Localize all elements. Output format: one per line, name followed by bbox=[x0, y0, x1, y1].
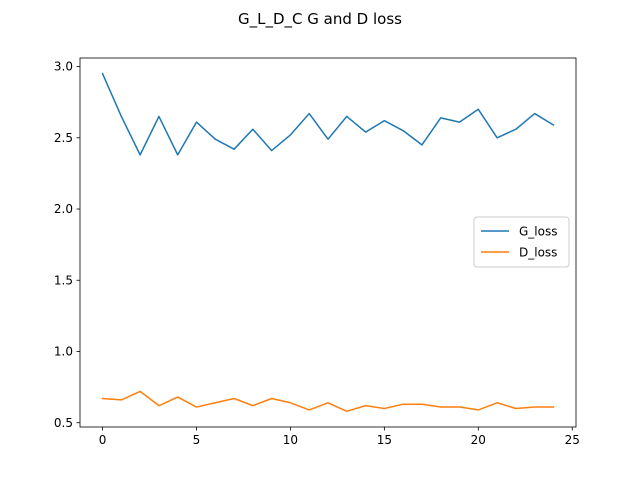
axes-layer: 0 5 10 15 20 25 0.5 1.0 1.5 2.0 2.5 3.0 bbox=[54, 57, 580, 447]
y-tick-label: 1.0 bbox=[54, 345, 73, 359]
x-tick-label: 25 bbox=[565, 433, 580, 447]
y-tick-label: 3.0 bbox=[54, 60, 73, 74]
x-tick-label: 5 bbox=[193, 433, 201, 447]
legend-box bbox=[473, 216, 570, 268]
x-tick-label: 10 bbox=[283, 433, 298, 447]
chart-title: G_L_D_C G and D loss bbox=[238, 10, 402, 29]
legend-label: G_loss bbox=[519, 224, 557, 238]
x-tick-label: 0 bbox=[99, 433, 107, 447]
series-layer bbox=[101, 72, 555, 413]
x-tick-label: 15 bbox=[377, 433, 392, 447]
y-tick-label: 0.5 bbox=[54, 416, 73, 430]
x-tick-label: 20 bbox=[471, 433, 486, 447]
y-tick-label: 2.5 bbox=[54, 131, 73, 145]
y-tick-label: 1.5 bbox=[54, 273, 73, 287]
series-line-g-loss bbox=[101, 72, 555, 156]
axes-frame bbox=[79, 57, 577, 428]
legend-label: D_loss bbox=[519, 245, 557, 259]
y-tick-label: 2.0 bbox=[54, 202, 73, 216]
series-line-d-loss bbox=[101, 390, 555, 413]
legend: G_loss D_loss bbox=[473, 216, 570, 268]
